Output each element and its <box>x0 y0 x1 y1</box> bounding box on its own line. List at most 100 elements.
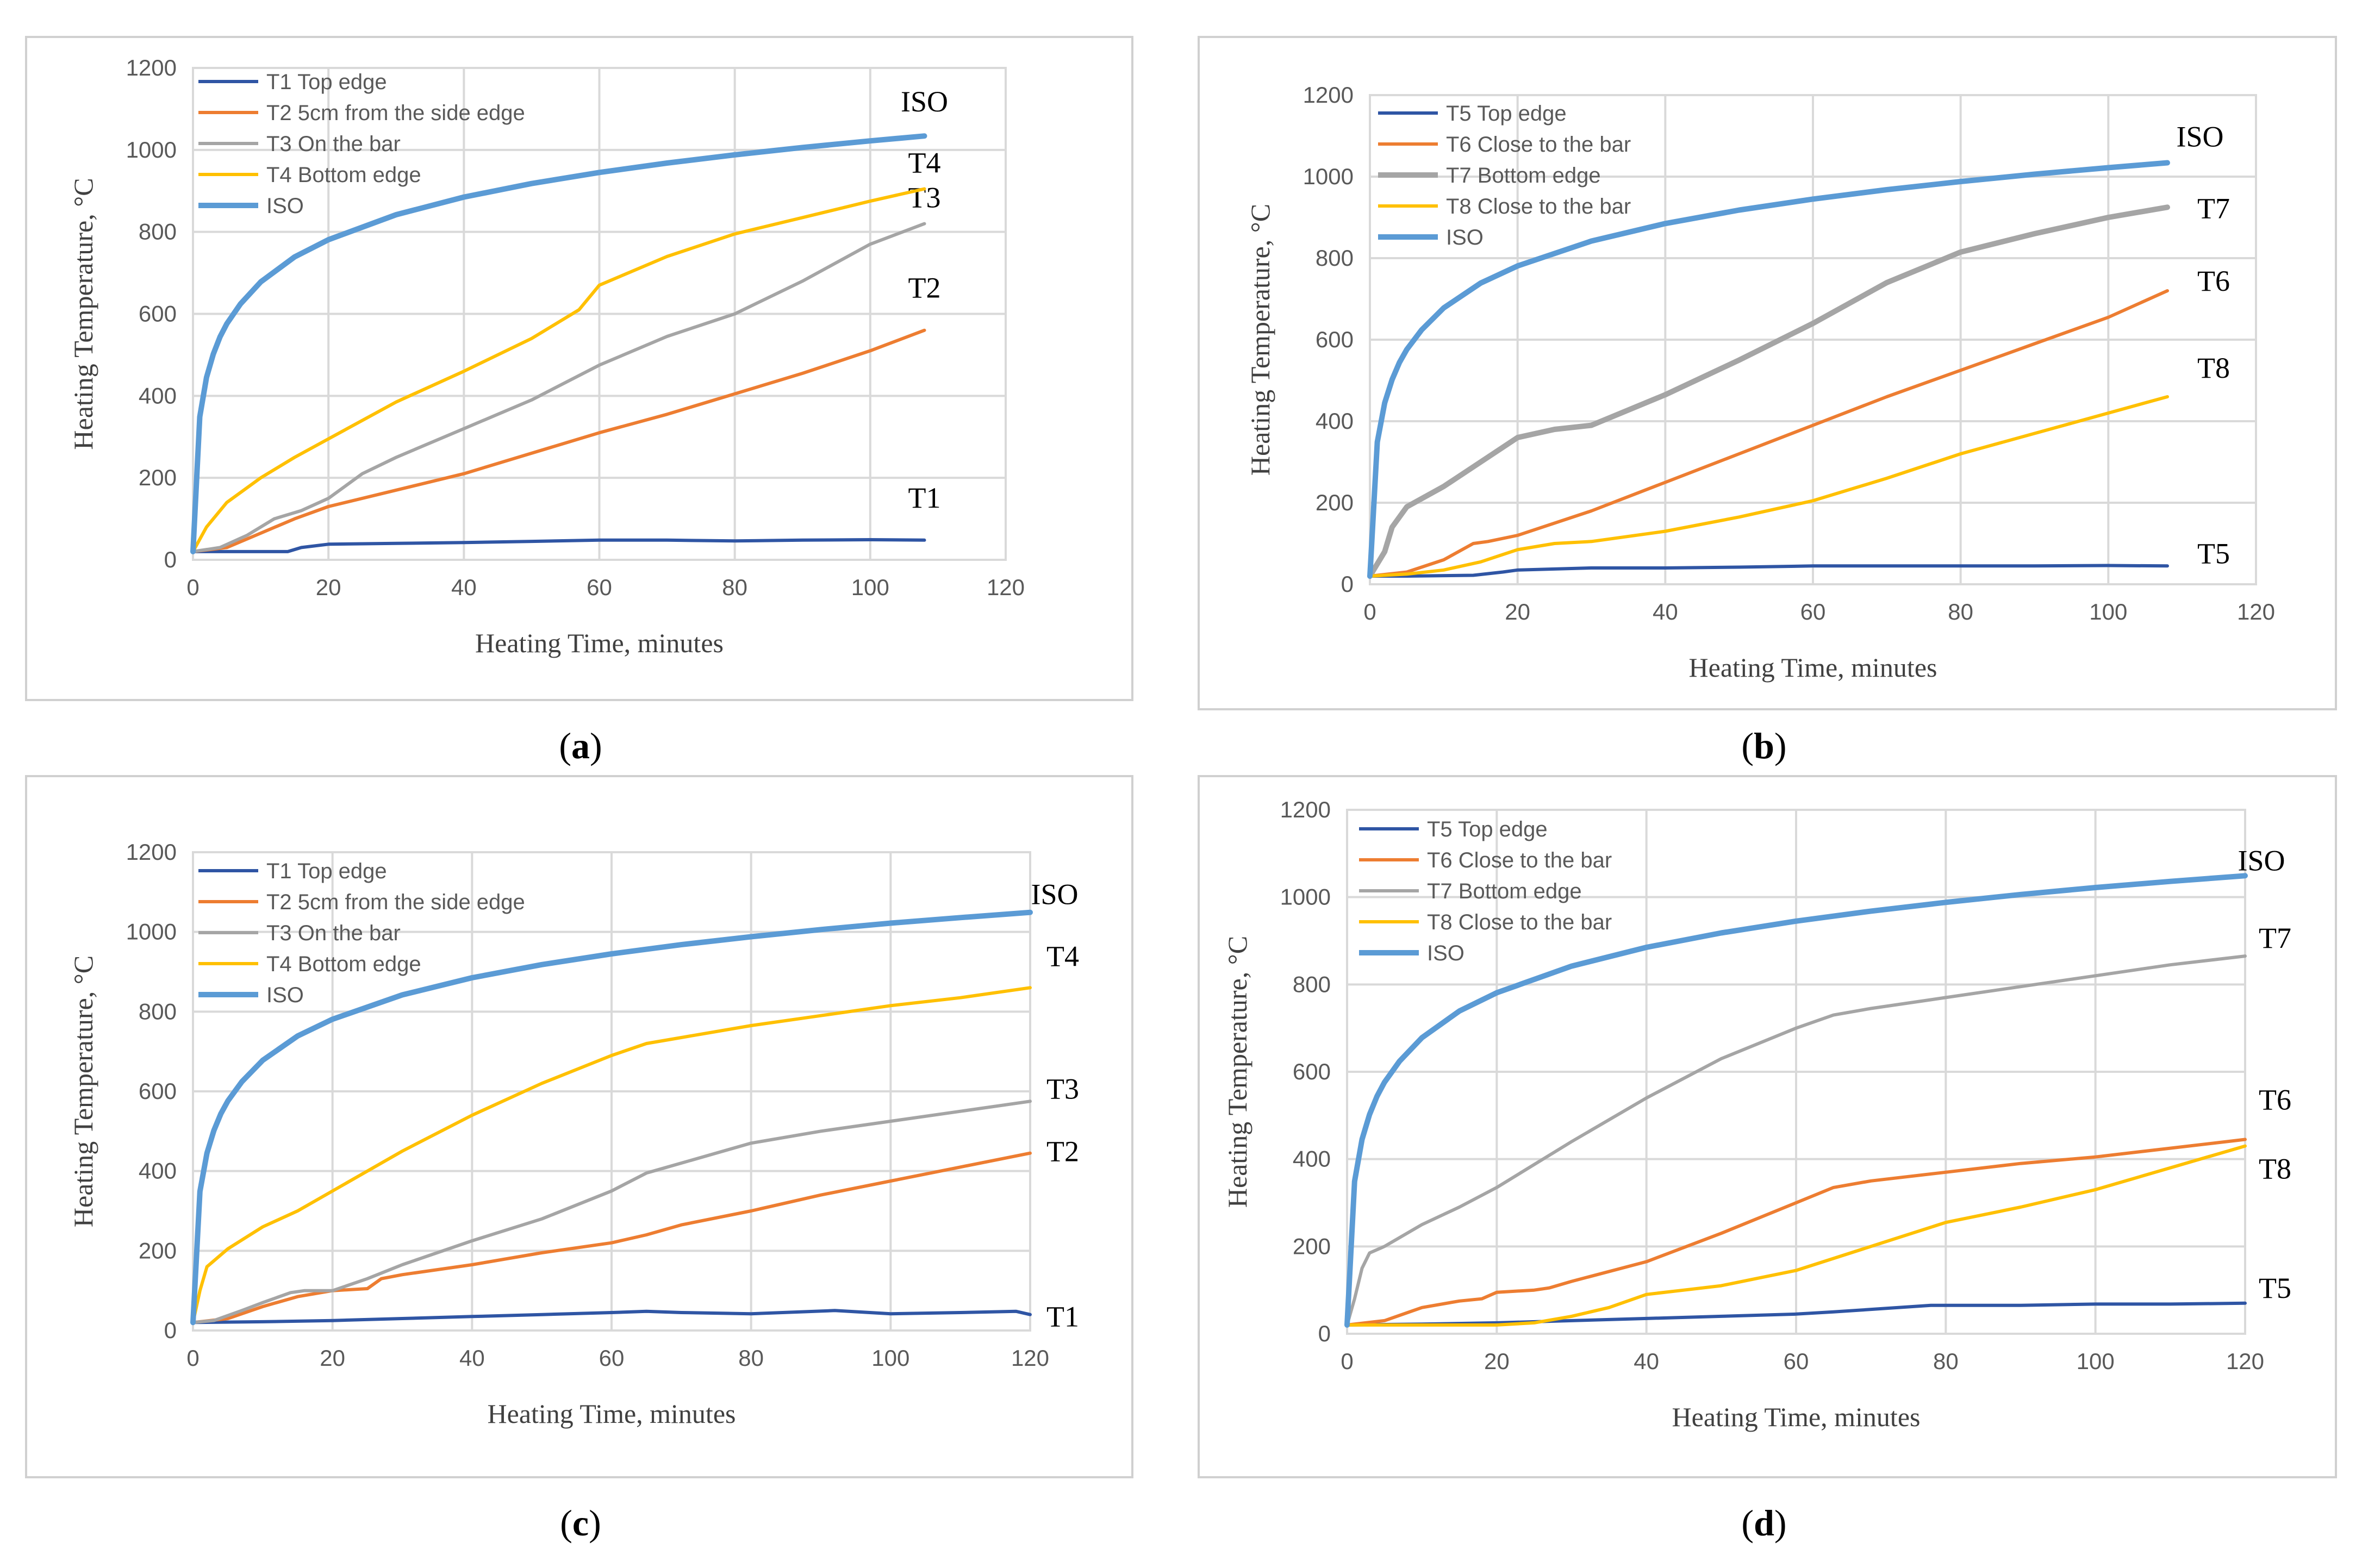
panel-frame <box>1198 775 2337 1478</box>
panel-label-paren: ) <box>1774 725 1787 766</box>
y-tick-label: 400 <box>139 1158 177 1184</box>
y-tick-label: 400 <box>1316 408 1354 434</box>
y-tick-label: 600 <box>139 1078 177 1104</box>
panel-label: (b) <box>1741 725 1786 766</box>
plot-area <box>1346 809 2246 1335</box>
end-label-t1: T1 <box>1046 1301 1079 1333</box>
x-tick-label: 60 <box>587 574 612 600</box>
panel-label-paren: ) <box>1774 1502 1787 1544</box>
x-axis-title: Heating Time, minutes <box>475 628 724 658</box>
panel-label: (c) <box>560 1502 601 1544</box>
panel-label-letter: d <box>1754 1502 1774 1544</box>
x-axis-title: Heating Time, minutes <box>1689 652 1937 683</box>
series-line-t8 <box>1345 1144 2247 1327</box>
x-tick-label: 100 <box>851 574 889 600</box>
series-line-t4 <box>191 187 926 553</box>
end-label-t3: T3 <box>908 182 941 214</box>
y-tick-label: 200 <box>1316 490 1354 515</box>
panel-label-letter: c <box>572 1502 589 1544</box>
series-line-t2 <box>191 1151 1032 1325</box>
panel-label-paren: ( <box>559 725 571 766</box>
plot-area <box>1369 94 2257 585</box>
series-line-iso <box>190 133 927 554</box>
panel-label-letter: b <box>1754 725 1774 766</box>
x-tick-label: 20 <box>320 1345 345 1371</box>
legend-entry: ISO <box>266 194 304 218</box>
x-tick-label: 20 <box>316 574 341 600</box>
y-tick-label: 1200 <box>1303 82 1354 108</box>
series-line-t6 <box>1368 289 2169 578</box>
y-tick-label: 1000 <box>1303 164 1354 189</box>
series-line-t3 <box>191 1100 1032 1325</box>
y-tick-label: 1000 <box>126 137 177 163</box>
x-tick-label: 80 <box>1933 1348 1959 1374</box>
x-axis-title: Heating Time, minutes <box>488 1398 736 1429</box>
y-tick-label: 0 <box>164 547 177 572</box>
x-tick-label: 120 <box>1011 1345 1049 1371</box>
y-tick-label: 200 <box>139 465 177 490</box>
panel-label-paren: ) <box>589 1502 601 1544</box>
x-tick-label: 40 <box>1634 1348 1659 1374</box>
series-line-t7 <box>1345 954 2247 1327</box>
end-label-t8: T8 <box>2197 352 2230 384</box>
series-line-t1 <box>191 538 926 553</box>
x-tick-label: 20 <box>1484 1348 1510 1374</box>
legend-entry: T6 Close to the bar <box>1446 133 1631 157</box>
end-label-t6: T6 <box>2259 1084 2291 1116</box>
panel-label-letter: a <box>571 725 590 766</box>
y-tick-label: 0 <box>1318 1321 1331 1346</box>
y-tick-label: 0 <box>1341 571 1354 597</box>
y-tick-label: 1200 <box>1280 797 1331 822</box>
legend-entry: T4 Bottom edge <box>266 163 421 187</box>
legend-entry: T1 Top edge <box>266 70 387 94</box>
x-tick-label: 60 <box>1784 1348 1809 1374</box>
x-tick-label: 40 <box>1653 599 1678 624</box>
x-tick-label: 100 <box>2089 599 2127 624</box>
x-tick-label: 0 <box>186 1345 199 1371</box>
end-label-t3: T3 <box>1046 1072 1079 1105</box>
y-tick-label: 400 <box>1293 1146 1331 1172</box>
panel-label-paren: ( <box>560 1502 572 1544</box>
series-line-t7 <box>1367 204 2170 579</box>
panel-label-paren: ) <box>590 725 602 766</box>
series-line-t4 <box>191 986 1032 1325</box>
x-tick-label: 0 <box>1363 599 1376 624</box>
x-tick-label: 120 <box>2237 599 2275 624</box>
legend-entry: T8 Close to the bar <box>1427 910 1612 934</box>
series-line-iso <box>1344 873 2248 1328</box>
series-line-t6 <box>1345 1138 2247 1327</box>
series-line-t1 <box>191 1309 1032 1325</box>
end-label-iso: ISO <box>901 85 948 118</box>
panel-frame <box>25 775 1133 1478</box>
panel-label: (a) <box>559 725 602 766</box>
legend-entry: ISO <box>266 983 304 1007</box>
y-axis-title: Heating Temperature, °C <box>68 178 98 449</box>
legend-entry: ISO <box>1446 226 1484 249</box>
end-label-iso: ISO <box>2176 121 2223 153</box>
x-tick-label: 100 <box>2077 1348 2115 1374</box>
chart-panel-a: 0 200 400 600 800 1000 1200 0 20 40 60 80 100 120 Heat… <box>25 36 1133 766</box>
legend-entry: ISO <box>1427 941 1464 965</box>
x-tick-label: 0 <box>1341 1348 1353 1374</box>
y-tick-label: 0 <box>164 1317 177 1343</box>
legend-entry: T3 On the bar <box>266 132 401 156</box>
y-tick-label: 1200 <box>126 55 177 80</box>
panel-label: (d) <box>1741 1502 1786 1544</box>
y-axis-title: Heating Temperature, °C <box>1222 936 1252 1208</box>
y-tick-label: 600 <box>1293 1059 1331 1084</box>
legend-entry: T5 Top edge <box>1427 817 1548 841</box>
end-label-t6: T6 <box>2197 265 2230 297</box>
y-tick-label: 800 <box>139 219 177 245</box>
x-tick-label: 60 <box>1800 599 1826 624</box>
legend-entry: T4 Bottom edge <box>266 952 421 976</box>
y-tick-label: 800 <box>139 998 177 1024</box>
x-tick-label: 120 <box>987 574 1025 600</box>
plot-area <box>192 851 1031 1332</box>
legend-entry: T5 Top edge <box>1446 102 1567 126</box>
legend-entry: T6 Close to the bar <box>1427 848 1612 872</box>
end-label-iso: ISO <box>1031 878 1078 911</box>
legend-entry: T3 On the bar <box>266 921 401 945</box>
y-tick-label: 600 <box>1316 327 1354 352</box>
y-tick-label: 200 <box>139 1238 177 1263</box>
